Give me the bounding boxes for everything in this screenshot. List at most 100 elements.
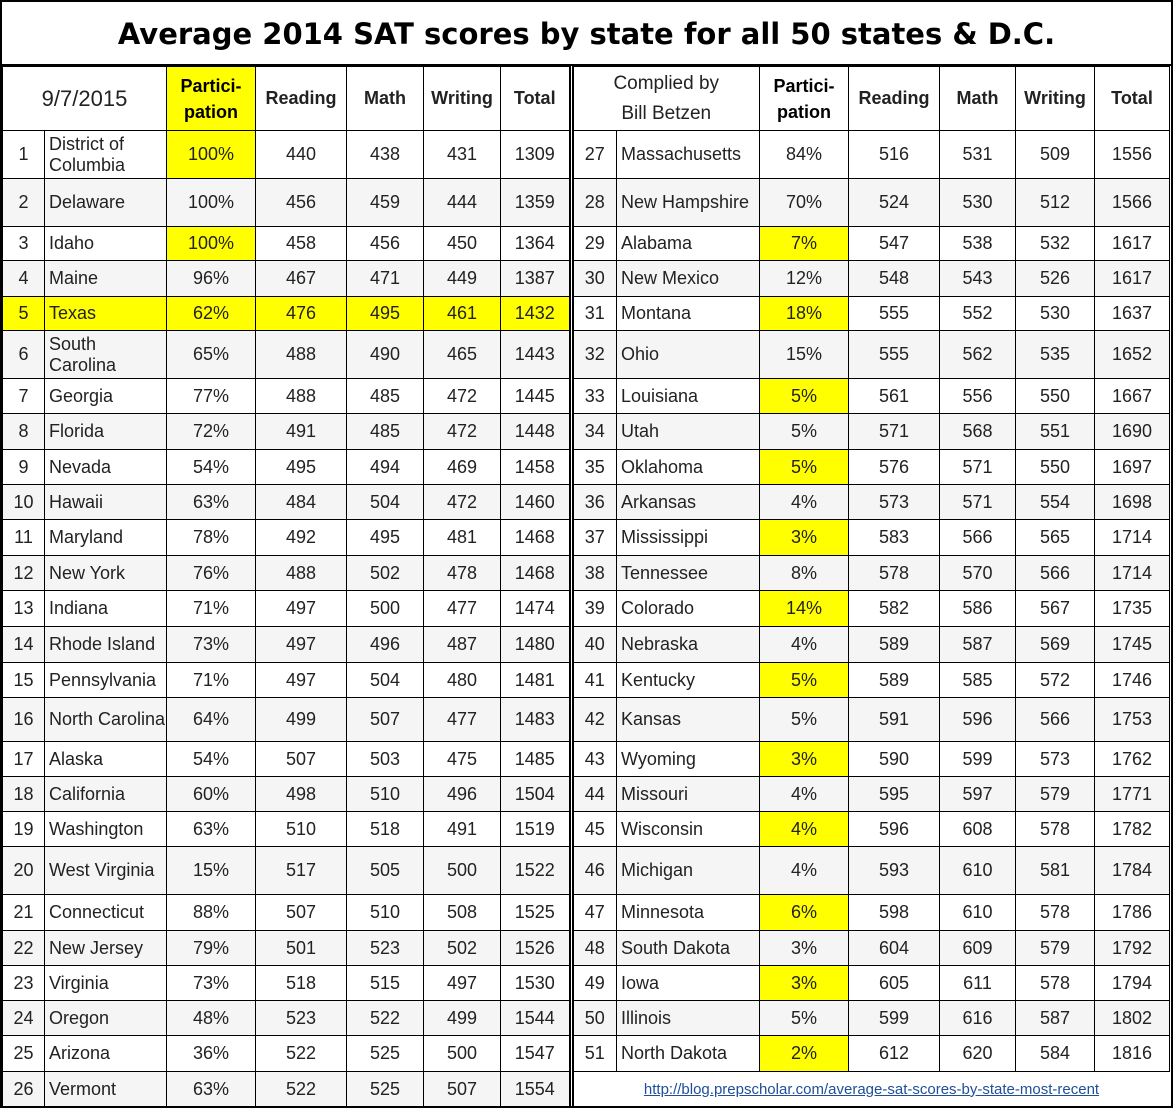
rank-cell: 12 xyxy=(2,555,45,591)
rank-cell: 4 xyxy=(2,260,45,297)
reading-cell: 456 xyxy=(255,178,347,227)
table-row: 2 Delaware 100% 456 459 444 1359 28 New Hampshir… xyxy=(2,178,1170,227)
math-cell: 522 xyxy=(346,1000,424,1036)
total-cell: 1522 xyxy=(500,846,570,895)
compiled-by-line: Complied by xyxy=(613,72,720,94)
total-cell: 1714 xyxy=(1094,555,1170,591)
total-cell: 1483 xyxy=(500,697,570,742)
writing-cell: 444 xyxy=(423,178,501,227)
participation-cell: 8% xyxy=(759,555,849,591)
participation-cell: 15% xyxy=(166,846,256,895)
rank-cell: 30 xyxy=(572,260,617,297)
state-name-cell: Rhode Island xyxy=(44,626,167,663)
table-row: 15 Pennsylvania 71% 497 504 480 1481 41 Kentucky… xyxy=(2,662,1170,698)
rank-cell: 44 xyxy=(572,776,617,812)
math-cell: 507 xyxy=(346,697,424,742)
rank-cell: 1 xyxy=(2,130,45,179)
participation-cell: 73% xyxy=(166,965,256,1001)
reading-cell: 507 xyxy=(255,741,347,777)
column-divider xyxy=(568,66,574,131)
writing-cell: 496 xyxy=(423,776,501,812)
reading-header-left: Reading xyxy=(255,66,347,131)
math-cell: 523 xyxy=(346,930,424,966)
total-cell: 1802 xyxy=(1094,1000,1170,1036)
reading-cell: 589 xyxy=(848,626,940,663)
writing-cell: 569 xyxy=(1015,626,1095,663)
reading-cell: 605 xyxy=(848,965,940,1001)
math-cell: 502 xyxy=(346,555,424,591)
participation-cell: 77% xyxy=(166,378,256,414)
source-link[interactable]: http://blog.prepscholar.com/average-sat-… xyxy=(643,1080,1100,1098)
total-cell: 1530 xyxy=(500,965,570,1001)
column-divider xyxy=(568,413,574,450)
writing-cell: 449 xyxy=(423,260,501,297)
writing-cell: 461 xyxy=(423,296,501,331)
column-divider xyxy=(568,697,574,742)
reading-cell: 488 xyxy=(255,378,347,414)
total-cell: 1566 xyxy=(1094,178,1170,227)
table-row: 24 Oregon 48% 523 522 499 1544 50 Illinois 5% 599 6… xyxy=(2,1000,1170,1036)
rank-cell: 35 xyxy=(572,449,617,485)
reading-cell: 498 xyxy=(255,776,347,812)
reading-cell: 596 xyxy=(848,811,940,847)
state-name-cell: Wyoming xyxy=(616,741,760,777)
state-name-cell: Vermont xyxy=(44,1071,167,1107)
total-cell: 1735 xyxy=(1094,590,1170,627)
rank-cell: 38 xyxy=(572,555,617,591)
state-name-cell: Arizona xyxy=(44,1035,167,1072)
rank-cell: 45 xyxy=(572,811,617,847)
math-cell: 504 xyxy=(346,484,424,520)
writing-cell: 573 xyxy=(1015,741,1095,777)
participation-cell: 72% xyxy=(166,413,256,450)
state-name-cell: Mississippi xyxy=(616,519,760,556)
reading-cell: 510 xyxy=(255,811,347,847)
writing-cell: 500 xyxy=(423,846,501,895)
reading-cell: 523 xyxy=(255,1000,347,1036)
rank-cell: 24 xyxy=(2,1000,45,1036)
math-cell: 531 xyxy=(939,130,1016,179)
participation-cell: 100% xyxy=(166,130,256,179)
total-cell: 1690 xyxy=(1094,413,1170,450)
column-divider xyxy=(568,226,574,261)
participation-cell: 100% xyxy=(166,178,256,227)
compiled-by-header: Complied by Bill Betzen xyxy=(572,66,760,131)
state-name-cell: Kansas xyxy=(616,697,760,742)
participation-cell: 14% xyxy=(759,590,849,627)
table-row: 4 Maine 96% 467 471 449 1387 30 New Mexico 12% 548… xyxy=(2,260,1170,297)
state-name-cell: California xyxy=(44,776,167,812)
total-cell: 1794 xyxy=(1094,965,1170,1001)
table-row: 20 West Virginia 15% 517 505 500 1522 46 Michiga… xyxy=(2,846,1170,895)
participation-cell: 5% xyxy=(759,662,849,698)
state-name-cell: West Virginia xyxy=(44,846,167,895)
state-name-cell: Indiana xyxy=(44,590,167,627)
total-cell: 1445 xyxy=(500,378,570,414)
table-row: 6 South Carolina 65% 488 490 465 1443 32 Ohio 15%… xyxy=(2,330,1170,379)
total-cell: 1309 xyxy=(500,130,570,179)
rank-cell: 46 xyxy=(572,846,617,895)
writing-cell: 554 xyxy=(1015,484,1095,520)
total-cell: 1468 xyxy=(500,519,570,556)
rank-cell: 48 xyxy=(572,930,617,966)
participation-cell: 7% xyxy=(759,226,849,261)
column-divider xyxy=(568,626,574,663)
state-name-cell: Iowa xyxy=(616,965,760,1001)
writing-header-right: Writing xyxy=(1015,66,1095,131)
participation-cell: 5% xyxy=(759,378,849,414)
column-divider xyxy=(568,296,574,331)
participation-cell: 63% xyxy=(166,811,256,847)
compiled-by-line: Bill Betzen xyxy=(621,102,712,124)
reading-cell: 555 xyxy=(848,330,940,379)
total-cell: 1667 xyxy=(1094,378,1170,414)
participation-cell: 60% xyxy=(166,776,256,812)
reading-cell: 492 xyxy=(255,519,347,556)
rank-cell: 14 xyxy=(2,626,45,663)
total-cell: 1816 xyxy=(1094,1035,1170,1072)
table-row: 12 New York 76% 488 502 478 1468 38 Tennessee 8% 5… xyxy=(2,555,1170,591)
participation-cell: 48% xyxy=(166,1000,256,1036)
participation-cell: 100% xyxy=(166,226,256,261)
rank-cell: 8 xyxy=(2,413,45,450)
reading-cell: 458 xyxy=(255,226,347,261)
rank-cell: 25 xyxy=(2,1035,45,1072)
total-header-left: Total xyxy=(500,66,570,131)
state-name-cell: Pennsylvania xyxy=(44,662,167,698)
